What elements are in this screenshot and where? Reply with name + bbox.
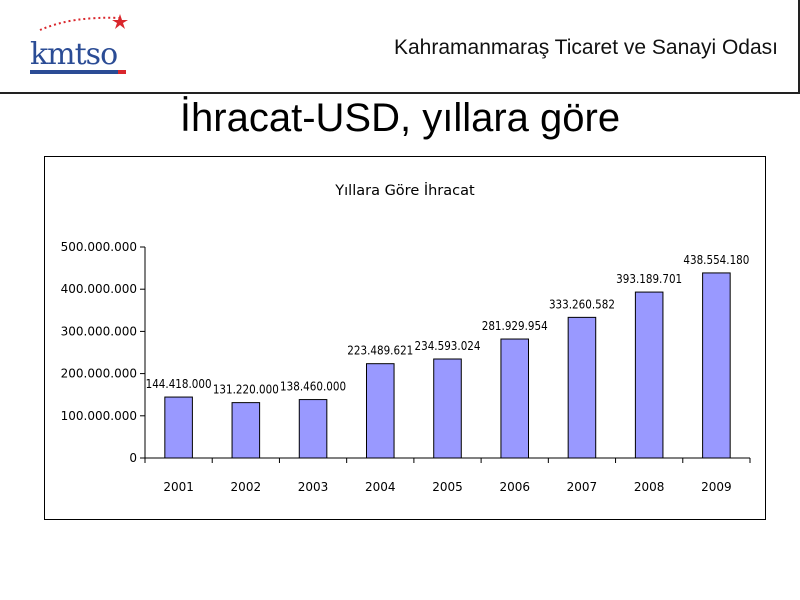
bar-2002 xyxy=(231,402,261,459)
bar-2009 xyxy=(702,272,731,459)
x-tick-label-2003: 2003 xyxy=(298,480,329,494)
logo-underline-accent xyxy=(118,70,126,74)
bar-2004 xyxy=(365,363,395,459)
data-label-2001: 144.418.000 xyxy=(146,377,212,391)
plot-area: 0 100.000.000 200.000.000 300.000.000 400.00… xyxy=(61,240,751,494)
data-label-2007: 333.260.582 xyxy=(549,297,615,311)
data-label-2004: 223.489.621 xyxy=(347,344,413,358)
y-tick-label: 100.000.000 xyxy=(61,409,137,423)
bar-2006 xyxy=(500,338,530,459)
bar-2001 xyxy=(164,396,193,459)
data-label-2008: 393.189.701 xyxy=(616,272,682,286)
y-tick-label: 400.000.000 xyxy=(61,282,137,296)
x-tick-label-2009: 2009 xyxy=(701,480,732,494)
chart-title: Yıllara Göre İhracat xyxy=(334,181,475,199)
bar-2003 xyxy=(298,399,328,459)
bar-2007 xyxy=(567,316,597,459)
x-tick-label-2007: 2007 xyxy=(567,480,598,494)
logo-swoosh xyxy=(39,16,121,31)
data-label-2005: 234.593.024 xyxy=(415,339,481,353)
x-tick-label-2008: 2008 xyxy=(634,480,665,494)
bar-chart: Yıllara Göre İhracat 0 100.000.000 200.000… xyxy=(61,181,751,494)
y-tick-label: 200.000.000 xyxy=(61,367,137,381)
chart-container: Yıllara Göre İhracat 0 100.000.000 200.000… xyxy=(44,156,766,520)
data-label-2006: 281.929.954 xyxy=(482,319,548,333)
x-tick-label-2005: 2005 xyxy=(432,480,463,494)
y-tick-label: 0 xyxy=(129,451,137,465)
data-label-2009: 438.554.180 xyxy=(683,253,749,267)
slide-header: kmtso Kahramanmaraş Ticaret ve Sanayi Od… xyxy=(0,0,800,94)
y-tick-label: 300.000.000 xyxy=(61,324,137,338)
header-frame xyxy=(0,0,800,94)
bar-2008 xyxy=(634,291,664,459)
x-tick-label-2004: 2004 xyxy=(365,480,396,494)
logo-text: kmtso xyxy=(30,37,117,72)
x-tick-label-2002: 2002 xyxy=(231,480,262,494)
kmtso-logo: kmtso xyxy=(30,14,128,74)
data-label-2002: 131.220.000 xyxy=(213,383,279,397)
bar-2005 xyxy=(433,358,462,459)
y-tick-label: 500.000.000 xyxy=(61,240,137,254)
x-tick-label-2006: 2006 xyxy=(499,480,530,494)
data-label-2003: 138.460.000 xyxy=(280,380,346,394)
logo-underline xyxy=(30,70,118,74)
organization-name: Kahramanmaraş Ticaret ve Sanayi Odası xyxy=(393,36,778,59)
x-tick-label-2001: 2001 xyxy=(163,480,194,494)
slide-title: İhracat-USD, yıllara göre xyxy=(179,96,621,140)
logo-star xyxy=(112,14,128,29)
